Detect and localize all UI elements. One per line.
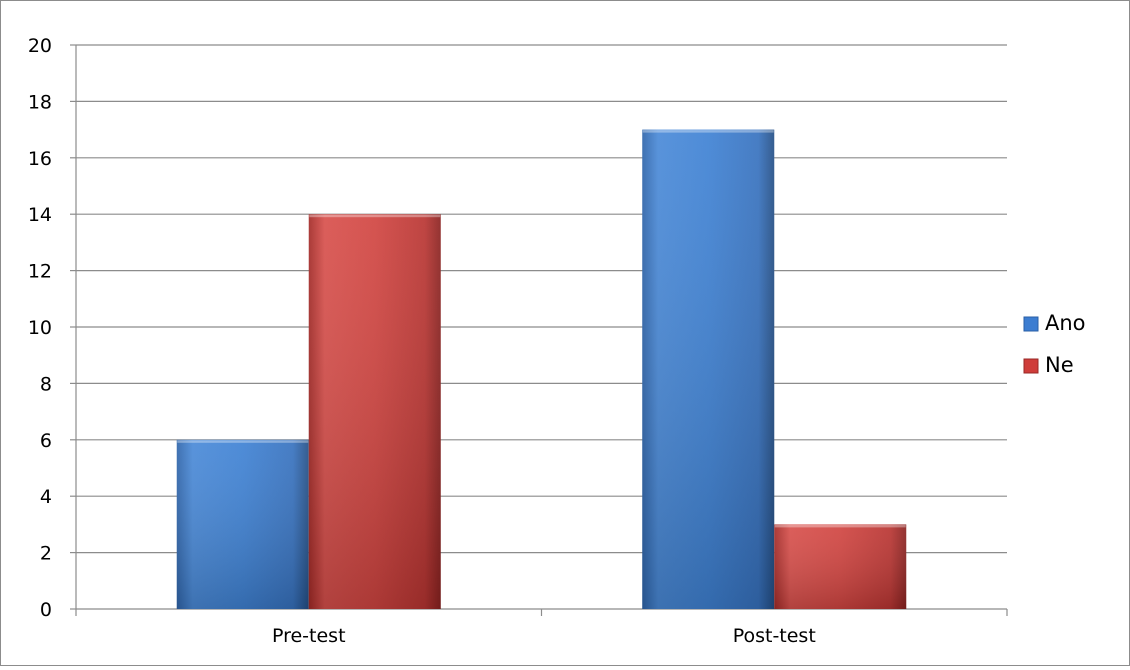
y-tick-label: 16 [28, 148, 52, 170]
bars [176, 129, 907, 609]
y-tick-label: 18 [28, 91, 52, 113]
axis-labels: 0 2 4 6 8 10 12 14 16 18 20 Pre-test Post-test [28, 35, 816, 647]
bar-shade-ano [642, 129, 775, 609]
y-tick-label: 6 [40, 430, 52, 452]
y-tick-label: 2 [40, 543, 52, 565]
bar-highlight-ano [642, 130, 774, 133]
legend-label-ano: Ano [1045, 311, 1086, 335]
bar-highlight-ano [177, 440, 309, 443]
bar-shade-ano [176, 439, 309, 609]
x-tick-label: Post-test [733, 625, 816, 647]
legend-swatch-ne [1023, 358, 1039, 374]
legend-label-ne: Ne [1045, 353, 1074, 377]
y-tick-label: 8 [40, 373, 52, 395]
y-tick-label: 20 [28, 35, 52, 57]
y-tick-label: 0 [40, 599, 52, 621]
x-tick-label: Pre-test [272, 625, 346, 647]
y-tick-label: 4 [40, 486, 52, 508]
legend: Ano Ne [1023, 311, 1086, 377]
bar-shade-ne [308, 214, 441, 609]
bar-highlight-ne [774, 524, 906, 528]
legend-swatch-ano [1023, 316, 1039, 332]
y-tick-label: 14 [28, 204, 52, 226]
bar-highlight-ne [309, 214, 441, 218]
bar-shade-ne [774, 524, 907, 609]
y-tick-label: 12 [28, 261, 52, 283]
y-tick-label: 10 [28, 317, 52, 339]
